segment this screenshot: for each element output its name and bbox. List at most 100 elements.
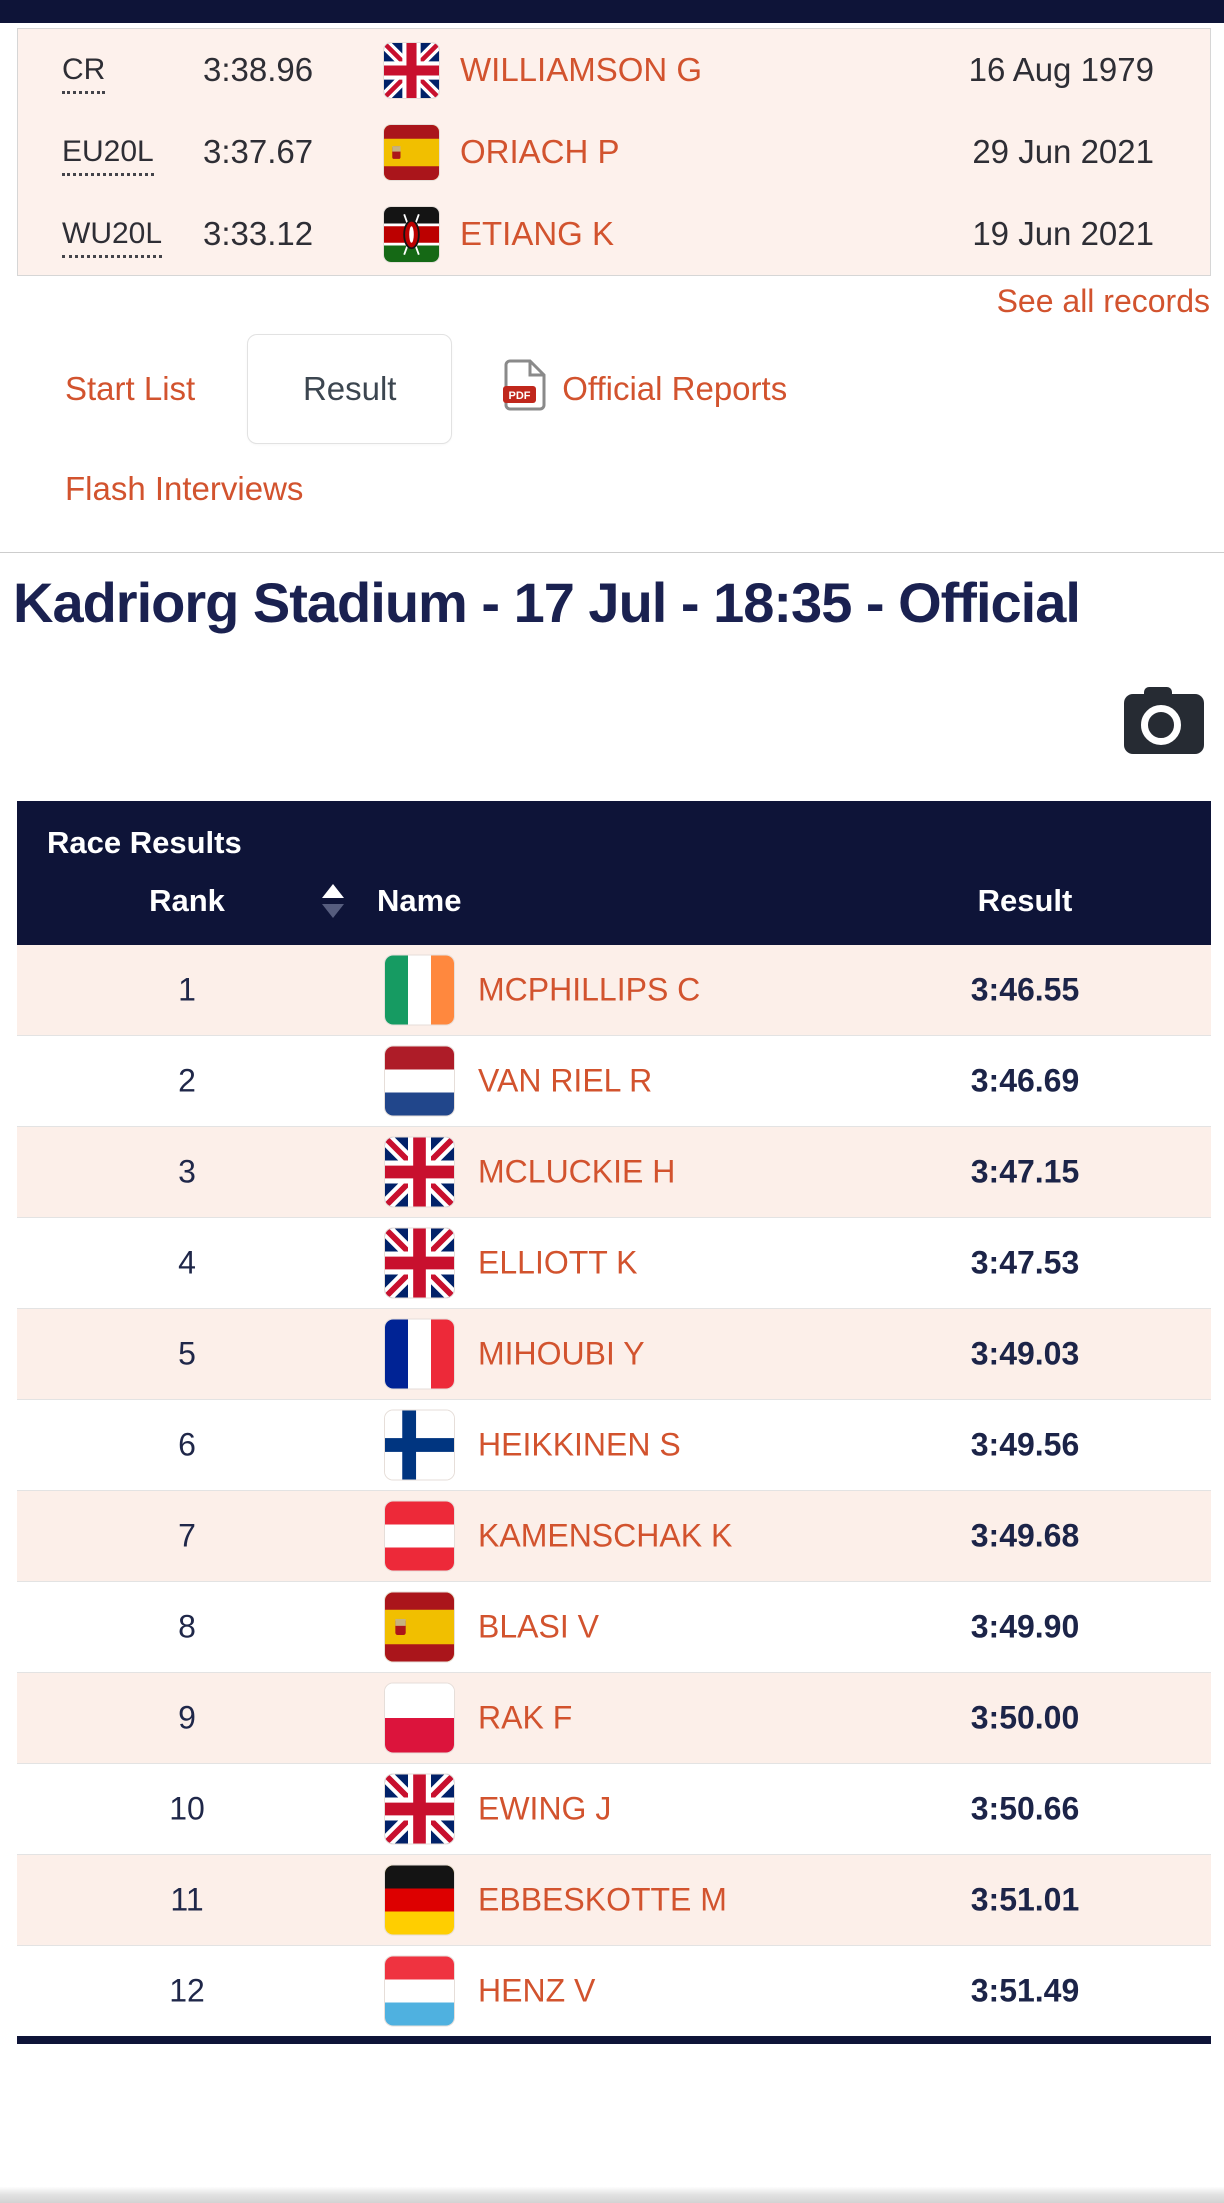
- record-type-cell: EU20L: [18, 135, 203, 176]
- result-cell: 3:46.55: [970, 971, 1080, 1008]
- record-mark: 3:37.67: [203, 133, 314, 170]
- rank-cell: 6: [178, 1426, 196, 1463]
- flag-gbr-icon: [384, 1136, 455, 1208]
- result-cell: 3:51.49: [970, 1972, 1080, 2009]
- see-all-records-link[interactable]: See all records: [996, 283, 1210, 319]
- record-date: 16 Aug 1979: [968, 51, 1154, 88]
- top-navy-bar: [0, 0, 1224, 23]
- flag-ned-icon: [384, 1045, 455, 1117]
- sort-icon[interactable]: [320, 881, 346, 921]
- result-cell: 3:49.56: [970, 1426, 1080, 1463]
- record-row: CR 3:38.96 WILLIAMSON G 16 Aug 1979: [18, 29, 1210, 111]
- flag-esp-icon: [383, 123, 440, 181]
- flag-esp-icon: [384, 1591, 455, 1663]
- table-row: 1 MCPHILLIPS C 3:46.55: [17, 945, 1211, 1035]
- rank-cell: 9: [178, 1699, 196, 1736]
- rank-cell: 11: [170, 1881, 204, 1918]
- rank-cell: 5: [178, 1335, 196, 1372]
- column-header-name: Name: [377, 883, 462, 918]
- flag-ger-icon: [384, 1864, 455, 1936]
- flag-lux-icon: [384, 1955, 455, 2027]
- record-row: EU20L 3:37.67 ORIACH P 29 Jun 2021: [18, 111, 1210, 193]
- rank-cell: 1: [178, 971, 196, 1008]
- result-cell: 3:47.53: [970, 1244, 1080, 1281]
- athlete-name-link[interactable]: BLASI V: [478, 1608, 599, 1645]
- result-cell: 3:46.69: [970, 1062, 1080, 1099]
- athlete-name-link[interactable]: HEIKKINEN S: [478, 1426, 681, 1463]
- flag-irl-icon: [384, 954, 455, 1026]
- athlete-name-link[interactable]: KAMENSCHAK K: [478, 1517, 733, 1554]
- table-row: 2 VAN RIEL R 3:46.69: [17, 1035, 1211, 1126]
- athlete-name-link[interactable]: MIHOUBI Y: [478, 1335, 645, 1372]
- record-type-cell: CR: [18, 53, 203, 94]
- flash-interviews-row: Flash Interviews: [65, 470, 1224, 510]
- table-body: 1 MCPHILLIPS C 3:46.55 2 VAN RIEL R 3:46…: [17, 945, 1211, 2036]
- result-cell: 3:47.15: [970, 1153, 1080, 1190]
- table-column-header-row: Rank Name Result: [17, 857, 1211, 945]
- record-type-label[interactable]: EU20L: [62, 135, 154, 176]
- rank-cell: 4: [178, 1244, 196, 1281]
- rank-cell: 8: [178, 1608, 196, 1645]
- page-title: Kadriorg Stadium - 17 Jul - 18:35 - Offi…: [13, 571, 1081, 634]
- record-type-label[interactable]: CR: [62, 53, 106, 94]
- result-cell: 3:49.03: [970, 1335, 1080, 1372]
- table-row: 7 KAMENSCHAK K 3:49.68: [17, 1490, 1211, 1581]
- result-cell: 3:49.68: [970, 1517, 1080, 1554]
- athlete-name-link[interactable]: HENZ V: [478, 1972, 596, 2009]
- athlete-name-link[interactable]: EWING J: [478, 1790, 612, 1827]
- tab-flash-interviews[interactable]: Flash Interviews: [65, 470, 304, 507]
- column-header-rank: Rank: [149, 883, 225, 918]
- table-row: 11 EBBESKOTTE M 3:51.01: [17, 1854, 1211, 1945]
- rank-cell: 3: [178, 1153, 196, 1190]
- rank-cell: 2: [178, 1062, 196, 1099]
- flag-gbr-icon: [384, 1227, 455, 1299]
- flag-ken-icon: [383, 205, 440, 263]
- column-header-result: Result: [977, 883, 1073, 918]
- result-cell: 3:49.90: [970, 1608, 1080, 1645]
- race-results-table: Race Results Rank Name Result 1 MCPHILLI…: [17, 801, 1211, 2044]
- record-date: 19 Jun 2021: [972, 215, 1154, 252]
- bottom-gray-strip: [0, 2187, 1224, 2203]
- tab-result-active[interactable]: Result: [247, 334, 453, 444]
- record-athlete-link[interactable]: ORIACH P: [460, 133, 620, 170]
- rank-cell: 10: [169, 1790, 205, 1827]
- camera-icon[interactable]: [1120, 682, 1208, 760]
- flag-pol-icon: [384, 1682, 455, 1754]
- table-row: 3 MCLUCKIE H 3:47.15: [17, 1126, 1211, 1217]
- camera-row: [0, 681, 1224, 761]
- tab-bar: Start List Result PDF Official Reports: [0, 334, 1224, 444]
- pdf-icon: PDF: [502, 359, 548, 419]
- flag-gbr-icon: [383, 41, 440, 99]
- athlete-name-link[interactable]: VAN RIEL R: [478, 1062, 653, 1099]
- svg-text:PDF: PDF: [509, 390, 531, 402]
- tab-official-reports-label: Official Reports: [562, 370, 788, 407]
- tab-result-label: Result: [302, 370, 397, 407]
- athlete-name-link[interactable]: EBBESKOTTE M: [478, 1881, 727, 1918]
- table-row: 4 ELLIOTT K 3:47.53: [17, 1217, 1211, 1308]
- rank-cell: 12: [169, 1972, 205, 2009]
- record-type-label[interactable]: WU20L: [62, 217, 163, 258]
- athlete-name-link[interactable]: RAK F: [478, 1699, 573, 1736]
- flag-fra-icon: [384, 1318, 455, 1390]
- table-row: 6 HEIKKINEN S 3:49.56: [17, 1399, 1211, 1490]
- record-mark: 3:33.12: [203, 215, 314, 252]
- record-athlete-link[interactable]: ETIANG K: [460, 215, 615, 252]
- table-row: 10 EWING J 3:50.66: [17, 1763, 1211, 1854]
- record-row: WU20L 3:33.12 ETIANG K 19 Jun 2021: [18, 193, 1210, 275]
- table-row: 12 HENZ V 3:51.49: [17, 1945, 1211, 2036]
- result-cell: 3:51.01: [970, 1881, 1080, 1918]
- table-row: 5 MIHOUBI Y 3:49.03: [17, 1308, 1211, 1399]
- athlete-name-link[interactable]: MCLUCKIE H: [478, 1153, 676, 1190]
- tab-start-list[interactable]: Start List: [65, 370, 196, 407]
- record-date: 29 Jun 2021: [972, 133, 1154, 170]
- athlete-name-link[interactable]: MCPHILLIPS C: [478, 971, 701, 1008]
- table-row: 8 BLASI V 3:49.90: [17, 1581, 1211, 1672]
- athlete-name-link[interactable]: ELLIOTT K: [478, 1244, 638, 1281]
- tab-official-reports[interactable]: PDF Official Reports: [502, 359, 787, 419]
- records-panel: CR 3:38.96 WILLIAMSON G 16 Aug 1979 EU20…: [17, 28, 1211, 276]
- table-header: Race Results Rank Name Result: [17, 801, 1211, 945]
- see-all-records-row: See all records: [0, 282, 1224, 320]
- record-mark: 3:38.96: [203, 51, 314, 88]
- record-athlete-link[interactable]: WILLIAMSON G: [460, 51, 703, 88]
